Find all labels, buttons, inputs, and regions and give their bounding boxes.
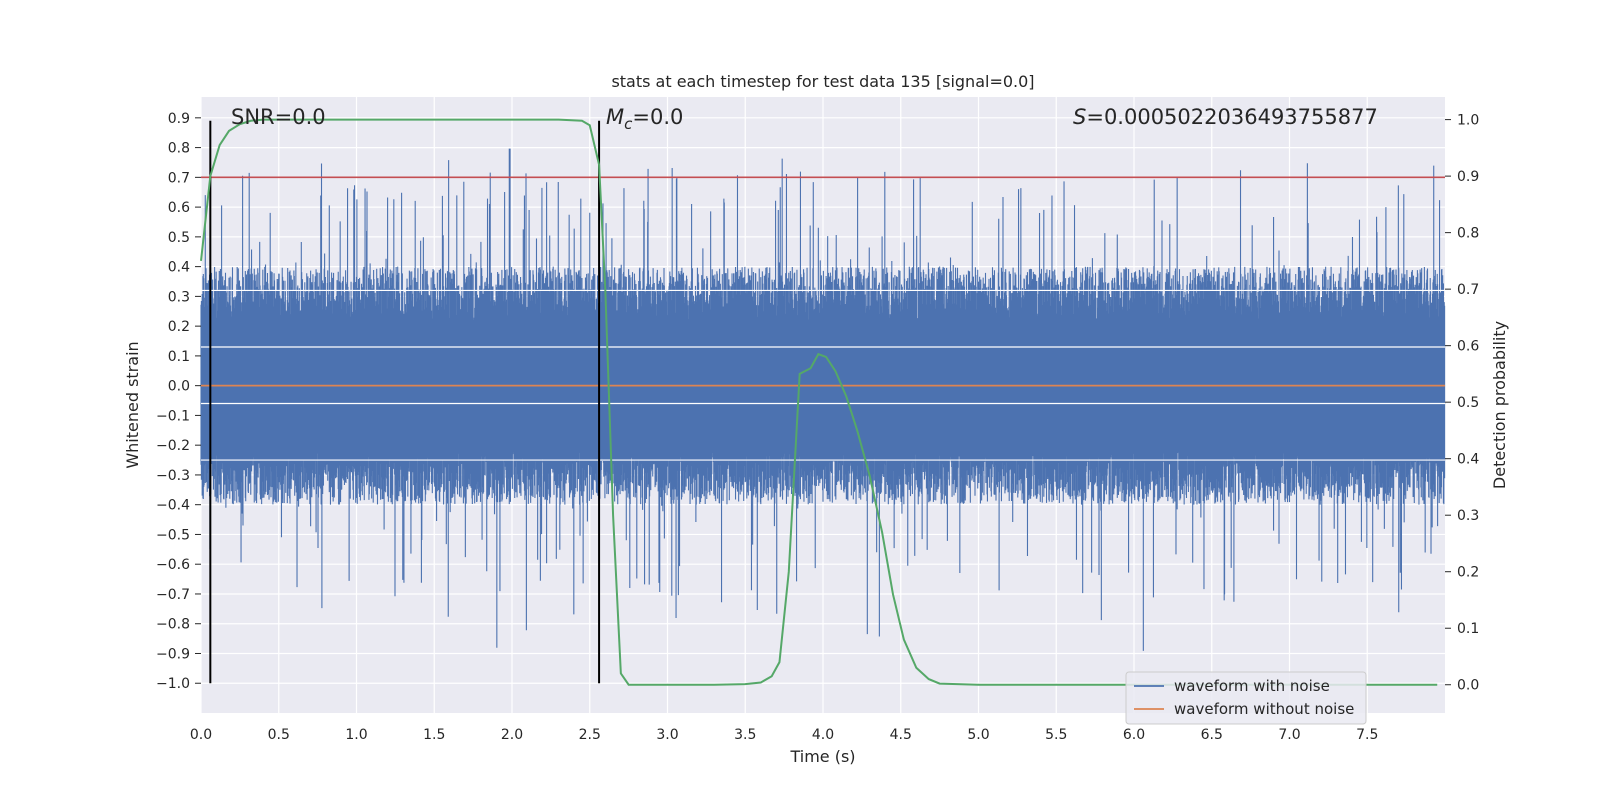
mc-value: =0.0 bbox=[632, 105, 683, 129]
y-tick-label: −0.4 bbox=[156, 498, 190, 514]
x-axis-label: Time (s) bbox=[789, 747, 855, 766]
y-tick-label: −0.7 bbox=[156, 587, 190, 603]
y2-tick-label: 0.0 bbox=[1457, 678, 1479, 694]
x-tick-label: 7.0 bbox=[1278, 727, 1300, 743]
y2-tick-label: 0.8 bbox=[1457, 226, 1479, 242]
x-tick-label: 1.5 bbox=[423, 727, 445, 743]
y-axis-label: Whitened strain bbox=[123, 341, 142, 468]
y2-tick-label: 0.3 bbox=[1457, 508, 1479, 524]
y-tick-label: 0.7 bbox=[168, 170, 190, 186]
x-tick-label: 6.0 bbox=[1123, 727, 1145, 743]
y-tick-label: −0.8 bbox=[156, 617, 190, 633]
y2-tick-label: 0.1 bbox=[1457, 621, 1479, 637]
y-tick-label: −0.5 bbox=[156, 527, 190, 543]
y2-tick-label: 0.4 bbox=[1457, 452, 1479, 468]
y2-tick-label: 0.5 bbox=[1457, 395, 1479, 411]
y2-tick-label: 0.2 bbox=[1457, 565, 1479, 581]
y-tick-label: −1.0 bbox=[156, 676, 190, 692]
y-tick-label: 0.8 bbox=[168, 141, 190, 157]
x-tick-label: 2.5 bbox=[579, 727, 601, 743]
y-axis-ticks: 0.9 0.8 0.7 0.6 0.5 0.4 0.3 0.2 0.1 0.0 −0.1 −0.2 −0… bbox=[156, 111, 201, 692]
x-tick-label: 7.5 bbox=[1356, 727, 1378, 743]
x-tick-label: 2.0 bbox=[501, 727, 523, 743]
x-tick-label: 4.0 bbox=[812, 727, 834, 743]
legend-label-noise: waveform with noise bbox=[1174, 677, 1330, 695]
y-tick-label: 0.2 bbox=[168, 319, 190, 335]
x-axis-ticks: 0.0 0.5 1.0 1.5 2.0 2.5 3.0 3.5 4.0 4.5 5.0 5.5 6.0 6… bbox=[190, 727, 1379, 743]
snr-annotation: SNR=0.0 bbox=[231, 105, 326, 129]
y2-axis-label: Detection probability bbox=[1490, 321, 1509, 489]
y-tick-label: 0.5 bbox=[168, 230, 190, 246]
y-tick-label: 0.0 bbox=[168, 379, 190, 395]
s-annotation: S=0.0005022036493755877 bbox=[1073, 105, 1378, 129]
chart-title: stats at each timestep for test data 135… bbox=[611, 72, 1034, 91]
s-value: =0.0005022036493755877 bbox=[1086, 105, 1378, 129]
y-tick-label: −0.2 bbox=[156, 438, 190, 454]
mc-symbol: M bbox=[606, 105, 624, 129]
y-tick-label: 0.4 bbox=[168, 260, 190, 276]
x-tick-label: 1.0 bbox=[345, 727, 367, 743]
x-tick-label: 0.5 bbox=[268, 727, 290, 743]
noise-series bbox=[200, 148, 1446, 651]
y2-tick-label: 0.7 bbox=[1457, 282, 1479, 298]
y-tick-label: 0.9 bbox=[168, 111, 190, 127]
y-tick-label: −0.9 bbox=[156, 646, 190, 662]
x-tick-label: 3.5 bbox=[734, 727, 756, 743]
y-tick-label: 0.6 bbox=[168, 200, 190, 216]
y2-tick-label: 0.6 bbox=[1457, 339, 1479, 355]
legend-box bbox=[1125, 671, 1367, 725]
vertical-markers bbox=[209, 120, 601, 684]
y2-axis-ticks: 1.0 0.9 0.8 0.7 0.6 0.5 0.4 0.3 0.2 0.1 0.0 bbox=[1445, 113, 1479, 694]
x-tick-label: 0.0 bbox=[190, 727, 212, 743]
x-tick-label: 3.0 bbox=[656, 727, 678, 743]
probability-series bbox=[200, 118, 1438, 686]
legend: waveform with noise waveform without noi… bbox=[1125, 671, 1367, 725]
y2-tick-label: 0.9 bbox=[1457, 169, 1479, 185]
legend-label-clean: waveform without noise bbox=[1174, 700, 1354, 718]
x-tick-label: 4.5 bbox=[890, 727, 912, 743]
y-tick-label: 0.1 bbox=[168, 349, 190, 365]
y-tick-label: −0.3 bbox=[156, 468, 190, 484]
s-symbol: S bbox=[1073, 105, 1086, 129]
mc-subscript: c bbox=[624, 115, 633, 133]
mc-annotation: Mc=0.0 bbox=[606, 105, 683, 133]
x-tick-label: 6.5 bbox=[1201, 727, 1223, 743]
y2-tick-label: 1.0 bbox=[1457, 113, 1479, 129]
x-tick-label: 5.0 bbox=[967, 727, 989, 743]
y-tick-label: 0.3 bbox=[168, 289, 190, 305]
y-tick-label: −0.1 bbox=[156, 408, 190, 424]
y-tick-label: −0.6 bbox=[156, 557, 190, 573]
x-tick-label: 5.5 bbox=[1045, 727, 1067, 743]
probability-line bbox=[200, 118, 1438, 686]
